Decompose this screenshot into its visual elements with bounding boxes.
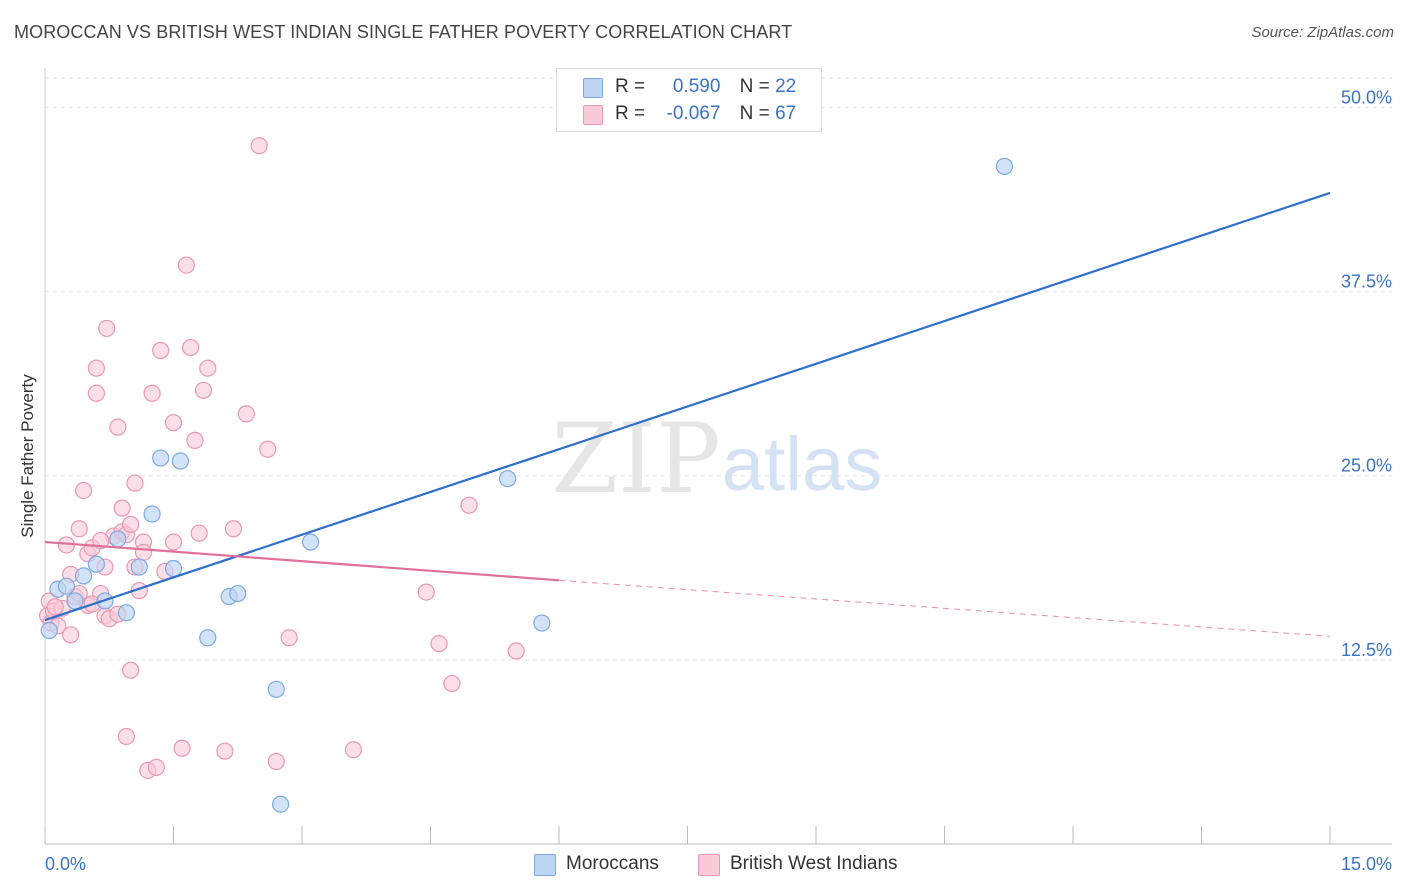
chart-title: MOROCCAN VS BRITISH WEST INDIAN SINGLE F… xyxy=(14,22,793,42)
point-british-west-indians xyxy=(194,381,213,399)
watermark-atlas: atlas xyxy=(722,422,883,507)
point-british-west-indians xyxy=(122,515,140,533)
point-moroccans xyxy=(499,470,517,488)
trend-line-british-west-indians xyxy=(44,540,560,582)
y-tick-label: 25.0% xyxy=(1341,456,1392,476)
point-moroccans xyxy=(267,680,285,698)
y-tick-label: 37.5% xyxy=(1341,272,1392,292)
bottom-legend-label: Moroccans xyxy=(566,853,659,874)
point-british-west-indians xyxy=(70,520,88,538)
trend-extension-british-west-indians xyxy=(558,579,1331,637)
point-moroccans xyxy=(143,505,161,523)
point-british-west-indians xyxy=(113,499,131,517)
point-moroccans xyxy=(171,452,189,470)
point-british-west-indians xyxy=(164,414,183,432)
point-british-west-indians xyxy=(122,661,140,679)
legend-swatch-pink xyxy=(583,105,603,125)
point-british-west-indians xyxy=(460,496,478,514)
point-british-west-indians xyxy=(190,524,208,542)
point-british-west-indians xyxy=(417,583,435,601)
grid-lines xyxy=(45,77,1392,661)
point-british-west-indians xyxy=(182,338,200,357)
legend-r-value: -0.067 xyxy=(666,103,721,124)
point-british-west-indians xyxy=(250,137,268,155)
point-british-west-indians xyxy=(507,642,525,660)
point-british-west-indians xyxy=(177,256,195,274)
point-british-west-indians xyxy=(344,741,362,759)
point-moroccans xyxy=(229,584,247,603)
point-british-west-indians xyxy=(280,629,298,647)
y-tick-label: 12.5% xyxy=(1341,640,1392,660)
legend-r-label: R = xyxy=(615,103,646,124)
point-moroccans xyxy=(533,614,551,632)
point-moroccans xyxy=(40,621,58,640)
point-british-west-indians xyxy=(173,739,191,757)
point-british-west-indians xyxy=(87,384,106,402)
legend-r-label: R = xyxy=(615,76,646,97)
point-moroccans xyxy=(109,530,127,548)
legend-n-value: 67 xyxy=(775,103,797,124)
point-british-west-indians xyxy=(237,405,255,423)
legend-box: R = 0.590 N = 22 R = -0.067 N = 67 xyxy=(556,68,822,132)
point-british-west-indians xyxy=(98,319,116,338)
point-british-west-indians xyxy=(224,520,243,538)
series-british-west-indians xyxy=(38,137,525,779)
point-moroccans xyxy=(57,577,76,595)
point-moroccans xyxy=(87,555,106,573)
legend-r-value: 0.590 xyxy=(672,76,721,97)
series-moroccans xyxy=(40,157,1014,813)
point-british-west-indians xyxy=(46,598,64,616)
point-british-west-indians xyxy=(430,635,448,653)
y-tick-label: 50.0% xyxy=(1341,87,1392,107)
watermark-zip: ZIP xyxy=(551,403,720,515)
source-label: Source: ZipAtlas.com xyxy=(1251,24,1394,41)
point-moroccans xyxy=(301,533,320,551)
point-british-west-indians xyxy=(259,440,277,458)
point-british-west-indians xyxy=(92,531,110,550)
point-british-west-indians xyxy=(152,341,170,360)
point-british-west-indians xyxy=(147,758,165,777)
point-moroccans xyxy=(66,592,84,610)
trend-lines xyxy=(44,191,1331,637)
point-moroccans xyxy=(164,559,183,578)
point-british-west-indians xyxy=(443,674,461,693)
point-moroccans xyxy=(271,795,290,813)
point-british-west-indians xyxy=(186,431,204,449)
point-british-west-indians xyxy=(216,742,234,760)
bottom-legend-swatch-pink xyxy=(698,854,720,876)
point-british-west-indians xyxy=(109,418,127,436)
point-british-west-indians xyxy=(117,727,135,746)
y-axis-label: Single Father Poverty xyxy=(18,374,37,538)
point-british-west-indians xyxy=(164,533,183,551)
x-tick-label: 0.0% xyxy=(45,854,86,874)
point-british-west-indians xyxy=(134,543,153,561)
x-tick-label: 15.0% xyxy=(1341,854,1392,874)
legend-n-label: N = xyxy=(739,76,770,97)
point-moroccans xyxy=(74,567,93,585)
point-british-west-indians xyxy=(62,626,80,644)
point-british-west-indians xyxy=(267,752,285,771)
point-moroccans xyxy=(130,558,148,576)
axes xyxy=(44,68,1392,845)
trend-line-moroccans xyxy=(44,191,1331,622)
point-british-west-indians xyxy=(87,359,106,377)
legend-n-value: 22 xyxy=(775,76,797,97)
point-moroccans xyxy=(995,157,1014,175)
point-british-west-indians xyxy=(143,384,161,402)
tick-labels: 12.5% 25.0% 37.5% 50.0% 0.0% 15.0% xyxy=(45,87,1392,874)
watermark: ZIP atlas xyxy=(551,403,882,515)
point-moroccans xyxy=(152,449,170,467)
point-british-west-indians xyxy=(199,359,217,377)
bottom-legend-swatch-blue xyxy=(534,854,556,876)
bottom-legend-label: British West Indians xyxy=(730,853,898,874)
point-moroccans xyxy=(199,629,217,647)
point-british-west-indians xyxy=(126,474,144,492)
point-british-west-indians xyxy=(74,481,93,500)
legend-n-label: N = xyxy=(739,103,770,124)
point-moroccans xyxy=(117,604,135,622)
legend-swatch-blue xyxy=(583,78,603,98)
